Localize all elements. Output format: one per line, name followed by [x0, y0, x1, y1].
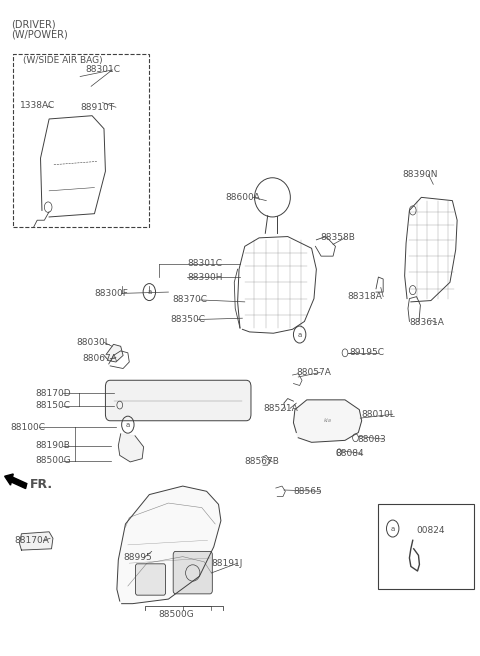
- Text: 88083: 88083: [357, 434, 385, 443]
- Text: 88190B: 88190B: [36, 441, 71, 450]
- Text: 88350C: 88350C: [171, 315, 206, 324]
- FancyArrow shape: [5, 474, 27, 489]
- Text: 88300F: 88300F: [95, 289, 128, 298]
- Text: 88057A: 88057A: [296, 368, 331, 377]
- Text: 88301C: 88301C: [188, 260, 223, 268]
- Text: 88191J: 88191J: [211, 559, 243, 567]
- Text: (W/SIDE AIR BAG): (W/SIDE AIR BAG): [23, 56, 103, 65]
- Text: 88170A: 88170A: [15, 536, 49, 544]
- Polygon shape: [117, 486, 221, 604]
- Text: 88030L: 88030L: [77, 338, 110, 347]
- Text: a: a: [391, 525, 395, 531]
- Text: 88361A: 88361A: [409, 318, 444, 327]
- Text: 88500G: 88500G: [36, 456, 72, 465]
- Text: a: a: [147, 289, 152, 295]
- Text: 88150C: 88150C: [36, 401, 71, 410]
- Text: FR.: FR.: [30, 478, 53, 491]
- Text: 88170D: 88170D: [36, 389, 72, 398]
- Text: 1338AC: 1338AC: [20, 102, 55, 110]
- Text: 88370C: 88370C: [172, 295, 207, 304]
- Text: 88390H: 88390H: [188, 272, 223, 281]
- FancyBboxPatch shape: [106, 380, 251, 420]
- Polygon shape: [20, 532, 53, 550]
- Text: 88390N: 88390N: [402, 170, 438, 179]
- Text: 88301C: 88301C: [85, 66, 120, 75]
- Text: a: a: [126, 422, 130, 428]
- Polygon shape: [104, 344, 123, 362]
- Text: 88358B: 88358B: [320, 234, 355, 242]
- Text: 88910T: 88910T: [80, 103, 114, 112]
- Text: 88565: 88565: [293, 487, 322, 496]
- Text: 88067A: 88067A: [83, 354, 118, 363]
- Text: 88521A: 88521A: [263, 404, 298, 413]
- Text: (DRIVER): (DRIVER): [11, 19, 56, 30]
- Polygon shape: [293, 400, 362, 442]
- Text: a: a: [298, 331, 302, 338]
- Polygon shape: [118, 434, 144, 462]
- Text: 89195C: 89195C: [350, 348, 385, 358]
- Text: 88500G: 88500G: [159, 609, 194, 619]
- Text: 88100C: 88100C: [10, 422, 45, 432]
- Text: (W/POWER): (W/POWER): [11, 29, 68, 39]
- Text: 88084: 88084: [336, 449, 364, 458]
- FancyBboxPatch shape: [135, 564, 166, 595]
- FancyBboxPatch shape: [173, 552, 212, 594]
- Text: 88600A: 88600A: [226, 193, 261, 202]
- Text: kia: kia: [324, 419, 332, 423]
- Text: 88010L: 88010L: [362, 410, 396, 419]
- Text: 88318A: 88318A: [348, 292, 383, 301]
- Text: 00824: 00824: [417, 526, 445, 535]
- Text: 88995: 88995: [123, 554, 152, 562]
- Text: 88567B: 88567B: [245, 457, 280, 466]
